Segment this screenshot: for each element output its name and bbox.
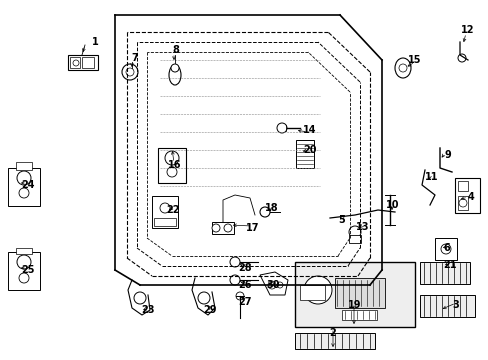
Bar (457, 181, 467, 191)
Bar (334, 278, 384, 308)
Circle shape (457, 54, 465, 62)
Bar (16, 248, 32, 254)
Text: 3: 3 (452, 300, 458, 310)
Text: 9: 9 (444, 150, 450, 160)
Circle shape (267, 281, 275, 289)
Bar (294, 262, 414, 327)
Bar (434, 238, 456, 260)
Circle shape (229, 257, 240, 267)
Text: 2: 2 (329, 328, 336, 338)
Ellipse shape (169, 65, 181, 85)
Text: 12: 12 (460, 25, 474, 35)
Circle shape (122, 64, 138, 80)
Ellipse shape (394, 58, 410, 78)
Bar (348, 235, 360, 243)
Text: 29: 29 (203, 305, 216, 315)
Text: 11: 11 (425, 172, 438, 182)
Text: 7: 7 (131, 53, 138, 63)
Bar (152, 196, 178, 228)
Circle shape (17, 255, 31, 269)
Text: 10: 10 (386, 200, 399, 210)
Text: 1: 1 (91, 37, 98, 47)
Text: 30: 30 (265, 280, 279, 290)
Text: 16: 16 (168, 160, 182, 170)
Bar (82, 57, 94, 68)
Circle shape (17, 171, 31, 185)
Circle shape (73, 60, 79, 66)
Circle shape (398, 64, 406, 72)
Text: 28: 28 (238, 263, 251, 273)
Text: 18: 18 (264, 203, 278, 213)
Circle shape (440, 244, 450, 254)
Circle shape (19, 188, 29, 198)
Circle shape (167, 167, 177, 177)
Circle shape (212, 224, 220, 232)
Text: 17: 17 (246, 223, 259, 233)
Bar (457, 196, 467, 210)
Bar (16, 162, 32, 170)
Bar (295, 140, 313, 168)
Circle shape (164, 151, 179, 165)
Text: 22: 22 (166, 205, 180, 215)
Text: 25: 25 (21, 265, 35, 275)
Circle shape (171, 64, 179, 72)
Bar (454, 178, 479, 213)
Circle shape (126, 68, 134, 76)
Text: 13: 13 (356, 222, 369, 232)
Bar (341, 310, 376, 320)
Bar (419, 295, 474, 317)
Circle shape (458, 199, 466, 207)
Text: 8: 8 (172, 45, 179, 55)
Text: 15: 15 (407, 55, 421, 65)
Circle shape (276, 123, 286, 133)
Bar (294, 333, 374, 349)
Bar (8, 168, 40, 206)
Text: 21: 21 (442, 260, 456, 270)
Text: 24: 24 (21, 180, 35, 190)
Text: 6: 6 (443, 243, 449, 253)
Text: 23: 23 (141, 305, 154, 315)
Polygon shape (260, 272, 287, 295)
Text: 14: 14 (303, 125, 316, 135)
Bar (299, 285, 325, 300)
Text: 20: 20 (303, 145, 316, 155)
Circle shape (160, 203, 170, 213)
Bar (68, 55, 98, 70)
Circle shape (236, 292, 244, 300)
Circle shape (276, 282, 283, 288)
Circle shape (348, 226, 360, 238)
Circle shape (224, 224, 231, 232)
Text: 19: 19 (347, 300, 361, 310)
Bar (158, 148, 185, 183)
Bar (8, 252, 40, 290)
Bar (154, 218, 176, 226)
Text: 5: 5 (338, 215, 345, 225)
Circle shape (229, 275, 240, 285)
Circle shape (304, 276, 331, 304)
Bar (212, 222, 234, 234)
Bar (70, 57, 80, 68)
Circle shape (198, 292, 209, 304)
Circle shape (134, 292, 146, 304)
Circle shape (260, 207, 269, 217)
Circle shape (19, 273, 29, 283)
Text: 4: 4 (467, 192, 473, 202)
Bar (419, 262, 469, 284)
Text: 26: 26 (238, 280, 251, 290)
Text: 27: 27 (238, 297, 251, 307)
